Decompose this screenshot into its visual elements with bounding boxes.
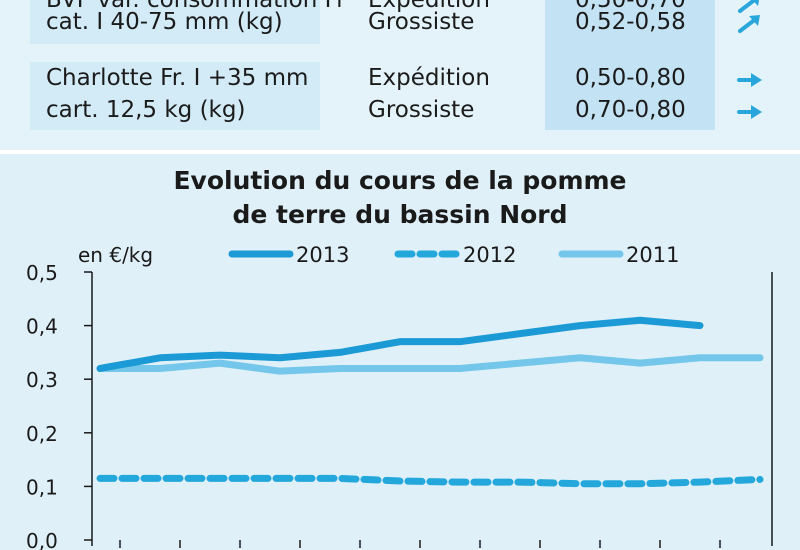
product-label: cat. I 40-75 mm (kg) (46, 9, 283, 35)
row-band (30, 62, 320, 130)
product-label: BVF var. consommation Fr (46, 0, 346, 13)
price-value: 0,50-0,80 (575, 65, 686, 91)
price-value: 0,52-0,58 (575, 9, 686, 35)
price-value: 0,50-0,70 (575, 0, 686, 13)
y-tick-label: 0,5 (26, 261, 58, 285)
legend-label-2013: 2013 (296, 243, 349, 267)
stage-label: Expédition (368, 0, 490, 13)
chart-series (96, 316, 764, 488)
legend-label-2011: 2011 (626, 243, 679, 267)
price-table: BVF var. consommation Fr cat. I 40-75 mm… (0, 0, 800, 150)
y-tick-label: 0,3 (26, 368, 58, 392)
y-tick-label: 0,0 (26, 529, 58, 550)
arrow-up-right-icon (738, 0, 760, 13)
y-axis-label: en €/kg (78, 243, 153, 267)
stage-label: Grossiste (368, 9, 475, 35)
y-tick-label: 0,1 (26, 475, 58, 499)
series-line-2012 (96, 474, 764, 488)
product-label: cart. 12,5 kg (kg) (46, 97, 246, 123)
arrow-up-right-icon (738, 15, 760, 33)
series-line-2013 (96, 316, 704, 372)
chart-legend: 2013 2012 2011 (228, 243, 679, 267)
price-column (545, 0, 715, 130)
stage-label: Expédition (368, 65, 490, 91)
stage-label: Grossiste (368, 97, 475, 123)
arrow-right-icon (737, 73, 762, 87)
product-label: Charlotte Fr. I +35 mm (46, 65, 309, 91)
line-chart: en €/kg 2013 2012 2011 0,00,10,20,30,40,… (26, 243, 773, 550)
price-value: 0,70-0,80 (575, 97, 686, 123)
chart-axes: 0,0 0,1 0,2 0,3 0,4 0,5 (26, 261, 773, 550)
y-tick-label: 0,4 (26, 315, 58, 339)
row-band (30, 0, 320, 44)
chart-subtitle: de terre du bassin Nord (232, 200, 568, 229)
series-line-2011 (96, 354, 764, 375)
arrow-right-icon (737, 105, 762, 119)
y-tick-label: 0,2 (26, 422, 58, 446)
chart-panel: Evolution du cours de la pomme de terre … (0, 154, 800, 550)
legend-label-2012: 2012 (463, 243, 516, 267)
chart-title: Evolution du cours de la pomme (173, 166, 627, 195)
